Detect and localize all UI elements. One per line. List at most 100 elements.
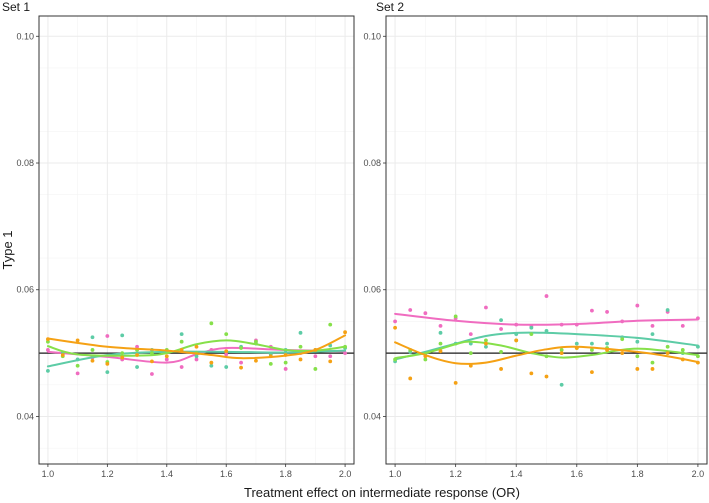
data-point-green: [650, 360, 655, 365]
data-point-green: [313, 367, 318, 371]
data-point-teal: [105, 370, 110, 375]
data-point-orange: [514, 338, 519, 343]
data-point-pink: [499, 327, 503, 331]
data-point-orange: [544, 374, 549, 379]
data-point-green: [484, 338, 488, 343]
data-point-orange: [328, 359, 333, 364]
data-point-green: [90, 348, 95, 352]
data-point-teal: [46, 368, 50, 373]
data-point-teal: [605, 341, 609, 346]
smooth-line-teal: [394, 331, 699, 361]
y-tick-label: 0.08: [363, 158, 381, 168]
data-point-pink: [105, 334, 110, 338]
data-point-green: [298, 344, 303, 349]
data-point-pink: [393, 319, 397, 324]
data-point-green: [328, 322, 333, 327]
smooth-line-green: [394, 340, 699, 360]
data-point-orange: [665, 351, 670, 356]
data-point-teal: [635, 339, 640, 344]
data-point-teal: [484, 344, 488, 349]
panel-set-2: Set 2 1.0 1.2 1.4 1.6 1.8 2.0 0.04 0.06 0.08 0.10: [363, 0, 708, 479]
data-point-green: [179, 339, 184, 344]
data-point-orange: [408, 376, 413, 381]
data-point-green: [224, 332, 229, 336]
data-point-pink: [46, 348, 50, 352]
data-point-orange: [343, 330, 347, 335]
x-tick-label: 1.6: [571, 469, 584, 479]
data-point-green: [283, 360, 288, 365]
data-point-pink: [194, 357, 199, 362]
data-point-pink: [544, 294, 549, 298]
x-tick-label: 1.2: [449, 469, 462, 479]
y-tick-label: 0.06: [16, 285, 34, 295]
x-axis-title: Treatment effect on intermediate respons…: [244, 485, 520, 500]
data-point-green: [239, 346, 243, 350]
data-point-green: [423, 357, 428, 362]
x-tick-label: 1.0: [389, 469, 402, 479]
x-tick-label: 1.4: [510, 469, 523, 479]
data-point-pink: [423, 311, 428, 316]
data-point-pink: [239, 360, 243, 365]
y-tick-label: 0.10: [363, 31, 381, 41]
data-point-teal: [298, 330, 303, 335]
smooth-line-pink: [394, 312, 699, 326]
data-point-orange: [194, 344, 199, 349]
data-point-teal: [224, 365, 229, 369]
data-point-pink: [635, 303, 640, 308]
y-tick-label: 0.10: [16, 31, 34, 41]
data-point-pink: [650, 323, 655, 328]
data-point-pink: [468, 332, 473, 336]
smooth-line-green: [46, 339, 347, 357]
data-point-green: [665, 344, 670, 349]
data-point-orange: [620, 351, 625, 356]
data-point-green: [499, 349, 503, 354]
data-point-teal: [499, 318, 503, 323]
data-point-green: [620, 337, 625, 342]
data-point-orange: [150, 359, 154, 364]
data-point-orange: [75, 338, 80, 343]
data-point-orange: [164, 354, 169, 359]
y-tick-label: 0.08: [16, 158, 34, 168]
data-point-orange: [590, 370, 594, 375]
data-point-pink: [224, 352, 229, 357]
data-point-green: [75, 363, 80, 368]
data-point-pink: [408, 308, 413, 312]
data-point-orange: [120, 355, 125, 360]
y-tick-label: 0.06: [363, 285, 381, 295]
data-point-orange: [499, 367, 503, 371]
data-point-orange: [453, 380, 458, 385]
data-point-green: [268, 361, 273, 366]
data-point-pink: [605, 310, 609, 314]
data-point-orange: [239, 365, 243, 370]
data-point-teal: [120, 333, 125, 338]
data-point-teal: [90, 335, 95, 340]
data-point-green: [590, 348, 594, 352]
y-axis-title: Type 1: [0, 230, 15, 269]
data-point-pink: [75, 371, 80, 376]
x-tick-label: 1.2: [101, 469, 114, 479]
data-point-pink: [150, 372, 154, 376]
data-point-teal: [650, 332, 655, 336]
data-point-orange: [254, 358, 258, 363]
data-point-green: [635, 354, 640, 359]
data-point-teal: [665, 308, 670, 312]
smooth-line-orange: [394, 341, 699, 365]
y-tick-label: 0.04: [363, 411, 381, 421]
data-point-teal: [559, 382, 564, 387]
data-point-orange: [635, 367, 640, 371]
data-point-teal: [209, 363, 214, 368]
smooth-line-orange: [46, 334, 347, 360]
panel-title-set-1: Set 1: [2, 0, 30, 14]
x-tick-label: 1.0: [42, 469, 55, 479]
data-point-orange: [650, 367, 655, 371]
data-point-orange: [529, 371, 534, 376]
panel-title-set-2: Set 2: [376, 0, 404, 14]
data-point-green: [468, 351, 473, 356]
data-point-pink: [283, 367, 288, 371]
data-point-teal: [574, 341, 579, 346]
data-point-teal: [590, 341, 594, 346]
data-point-green: [209, 321, 214, 326]
y-tick-label: 0.04: [16, 411, 34, 421]
data-point-orange: [224, 349, 229, 354]
